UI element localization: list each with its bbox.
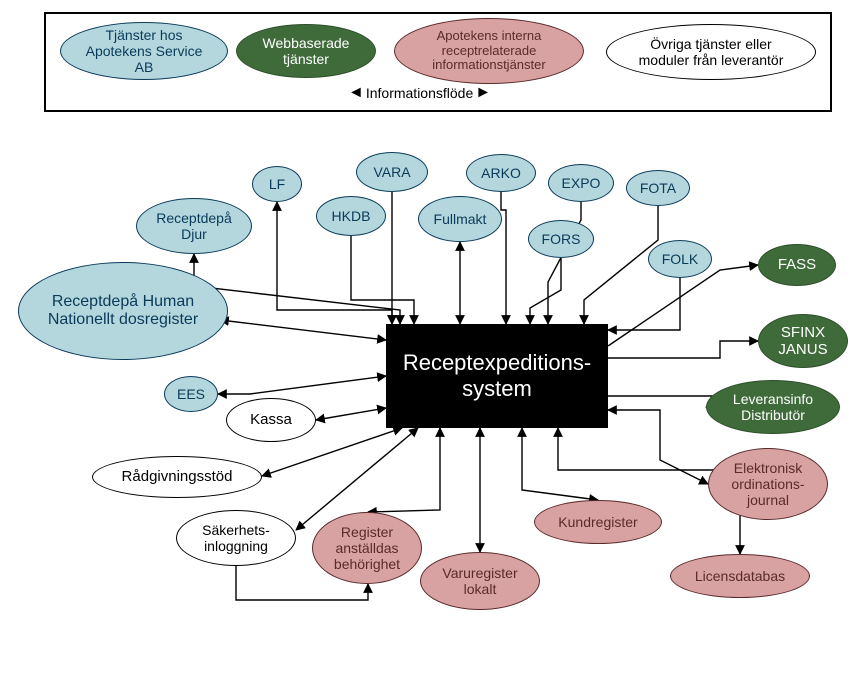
node-kundreg: Kundregister (534, 500, 662, 544)
legend-intern: Apotekens internareceptrelateradeinforma… (394, 18, 584, 84)
node-kassa: Kassa (226, 398, 316, 442)
edge (608, 396, 720, 407)
edge (501, 192, 506, 324)
node-fass: FASS (758, 244, 836, 286)
edge (608, 410, 708, 484)
node-licens: Licensdatabas (670, 554, 810, 598)
edge (584, 206, 658, 324)
node-fors: FORS (528, 220, 594, 258)
node-elektronisk: Elektroniskordinations-journal (708, 448, 828, 520)
arrow-left-icon: ◄ (348, 84, 364, 102)
node-arko: ARKO (466, 154, 536, 192)
node-ees: EES (164, 376, 218, 412)
edge (530, 258, 561, 324)
node-leverans: LeveransinfoDistributör (706, 380, 840, 434)
node-lf: LF (252, 166, 302, 202)
node-hkdb: HKDB (316, 196, 386, 236)
edge (351, 236, 414, 324)
edge (522, 428, 598, 500)
legend-web: Webbaseradetjänster (236, 24, 376, 78)
legend-flow-label: ◄ Informationsflöde ► (346, 84, 493, 102)
edge (316, 408, 386, 420)
node-folk: FOLK (648, 240, 712, 278)
edge (218, 376, 386, 394)
center-system-label: Receptexpeditions-system (403, 350, 591, 403)
center-system-box: Receptexpeditions-system (386, 324, 608, 428)
node-expo: EXPO (548, 164, 614, 202)
node-recepthuman: Receptdepå HumanNationellt dosregister (18, 262, 228, 360)
legend-apotek: Tjänster hosApotekens ServiceAB (60, 22, 228, 80)
node-register: Registeranställdasbehörighet (312, 512, 422, 584)
node-radgiv: Rådgivningsstöd (92, 456, 262, 498)
legend-ovrig: Övriga tjänster ellermoduler från levera… (606, 24, 816, 80)
edge (608, 278, 680, 330)
node-vara: VARA (356, 152, 428, 192)
arrow-right-icon: ► (475, 84, 491, 102)
edge (220, 320, 386, 340)
node-receptdjur: ReceptdepåDjur (136, 198, 252, 254)
node-fullmakt: Fullmakt (418, 196, 502, 242)
edge (608, 341, 758, 358)
node-fota: FOTA (626, 170, 690, 206)
legend-flow-text: Informationsflöde (366, 85, 473, 101)
edge (368, 428, 440, 512)
node-varureg: Varuregisterlokalt (420, 552, 540, 610)
node-sakerhet: Säkerhets-inloggning (176, 510, 296, 566)
node-sfinx: SFINXJANUS (758, 314, 848, 368)
diagram-canvas: Tjänster hosApotekens ServiceABWebbasera… (0, 0, 866, 676)
